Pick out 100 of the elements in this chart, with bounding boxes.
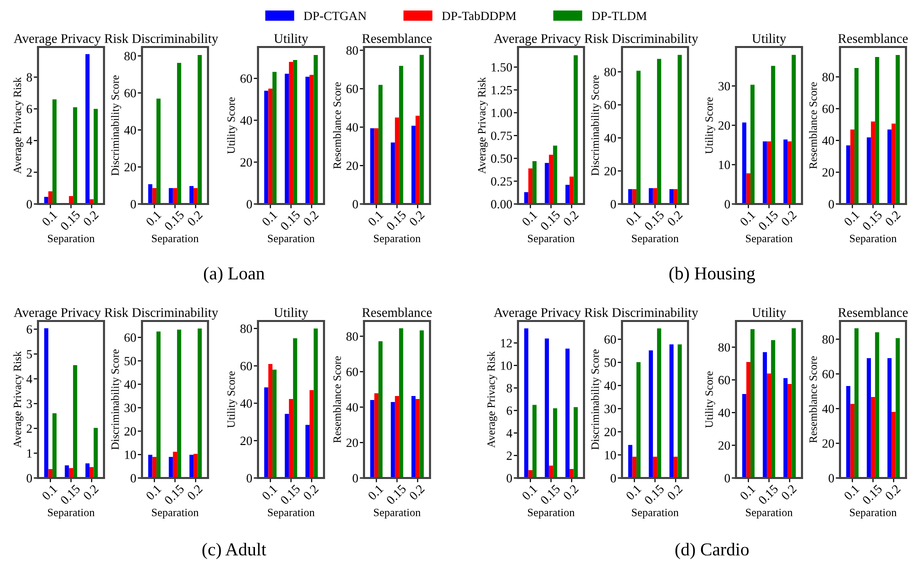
legend-label: DP-TLDM: [592, 12, 647, 20]
bar: [305, 424, 310, 478]
bar: [628, 444, 632, 478]
x-tick-label: 0.15: [280, 484, 301, 505]
bar: [762, 141, 767, 204]
bar: [850, 404, 854, 478]
bar: [648, 350, 653, 478]
bar: [288, 62, 294, 204]
bar: [85, 463, 90, 478]
y-tick-label: 80: [822, 72, 834, 82]
bar: [156, 98, 161, 204]
x-tick-label: 0.15: [60, 484, 81, 505]
chart-title: Discriminability: [132, 34, 218, 46]
y-tick-label: 20: [604, 428, 616, 436]
bar: [783, 139, 788, 204]
y-tick-label: 2: [26, 424, 32, 433]
y-tick-label: 0: [130, 200, 136, 208]
bar: [394, 396, 400, 478]
x-tick-label: 0.1: [41, 484, 58, 501]
legend-label: DP-CTGAN: [304, 12, 366, 20]
y-tick-label: 40: [346, 123, 358, 132]
bar: [669, 344, 674, 478]
x-tick-label: 0.2: [82, 210, 99, 227]
x-tick-label: 0.2: [408, 210, 425, 227]
y-tick-label: 0: [352, 474, 358, 482]
y-tick-label: 10: [719, 160, 730, 170]
bar: [674, 456, 678, 478]
y-tick-label: 2: [506, 452, 512, 460]
x-tick-label: 0.2: [780, 484, 797, 501]
bar: [896, 338, 900, 478]
y-tick-label: 1.00: [492, 108, 512, 118]
x-tick-label: 0.1: [521, 210, 538, 227]
bar: [636, 70, 641, 204]
bar: [370, 400, 374, 478]
bar: [632, 456, 636, 478]
x-tick-label: 0.2: [884, 210, 901, 227]
y-tick-label: 4: [26, 374, 32, 384]
x-axis-title: Separation: [746, 234, 793, 245]
bar: [284, 74, 289, 204]
y-tick-label: 5: [26, 350, 32, 358]
x-tick-label: 0.15: [644, 210, 665, 231]
bar: [416, 398, 420, 478]
bar: [172, 452, 178, 478]
chart-title: Utility: [274, 308, 308, 320]
bar: [411, 126, 416, 204]
x-tick-label: 0.15: [862, 484, 883, 505]
y-tick-label: 0.75: [491, 132, 512, 140]
bar: [648, 188, 653, 204]
bar: [762, 352, 767, 478]
bar: [152, 188, 156, 204]
y-axis-title: Resemblance Score: [809, 82, 817, 169]
x-axis-title: Separation: [152, 234, 199, 245]
y-tick-label: 0: [724, 474, 730, 482]
chart-title: Resemblance: [362, 308, 432, 317]
y-axis-title: Resemblance Score: [809, 356, 817, 443]
bar: [678, 344, 682, 478]
x-axis-title: Separation: [528, 234, 575, 245]
chart-title: Resemblance: [838, 308, 908, 317]
bar: [892, 412, 896, 478]
chart-title: Average Privacy Risk: [494, 308, 608, 320]
y-tick-label: 8: [506, 384, 512, 392]
bar: [750, 329, 755, 478]
y-tick-label: 30: [124, 404, 136, 412]
x-tick-label: 0.15: [540, 210, 561, 231]
bar: [390, 142, 395, 204]
bar: [866, 137, 871, 204]
bar: [378, 341, 383, 478]
bar: [524, 192, 528, 204]
bar: [553, 146, 558, 204]
y-tick-label: 60: [822, 104, 834, 114]
bar: [846, 145, 850, 204]
y-tick-label: 6: [26, 325, 32, 334]
y-axis-title: Average Privacy Risk: [478, 77, 488, 174]
bar: [378, 84, 383, 204]
x-tick-label: 0.1: [145, 210, 162, 227]
bar: [792, 54, 796, 204]
x-tick-label: 0.2: [302, 210, 319, 227]
y-tick-label: 10: [125, 450, 136, 460]
y-tick-label: 0: [724, 200, 730, 208]
x-tick-label: 0.2: [408, 484, 425, 501]
y-axis-title: Discriminability Score: [111, 75, 122, 176]
bar: [544, 338, 549, 478]
text: (a) Loan: [204, 266, 265, 284]
y-tick-label: 40: [240, 399, 252, 408]
y-tick-label: 60: [346, 368, 358, 376]
bar: [742, 122, 746, 204]
y-tick-label: 0: [506, 474, 512, 482]
x-tick-label: 0.2: [666, 210, 683, 227]
x-tick-label: 0.2: [780, 210, 797, 227]
y-tick-label: 20: [346, 438, 358, 448]
y-tick-label: 20: [124, 162, 136, 172]
y-tick-label: 4: [26, 136, 32, 145]
x-tick-label: 0.15: [644, 484, 665, 505]
y-tick-label: 0.00: [491, 200, 512, 209]
bar: [870, 122, 876, 204]
x-tick-label: 0.2: [302, 484, 319, 501]
bar: [52, 99, 57, 204]
bar: [548, 154, 554, 204]
chart-title: Discriminability: [132, 308, 218, 320]
bar: [636, 362, 641, 478]
